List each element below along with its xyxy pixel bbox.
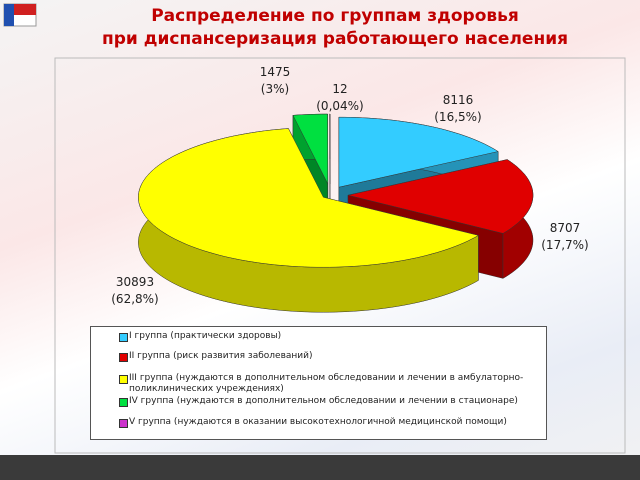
title-line: Распределение по группам здоровья	[151, 6, 519, 26]
data-label-share: (17,7%)	[541, 238, 588, 252]
legend-swatch	[119, 419, 128, 428]
legend-item: III группа (нуждаются в дополнительном о…	[119, 373, 539, 395]
data-label: 1475	[260, 65, 291, 79]
legend-swatch	[119, 375, 128, 384]
legend-label: I группа (практически здоровы)	[129, 331, 282, 341]
slice	[138, 128, 480, 268]
pie	[138, 113, 534, 313]
data-label: 8116	[443, 93, 474, 107]
data-label: 30893	[116, 275, 154, 289]
title-line: при диспансеризация работающего населени…	[102, 29, 568, 49]
frame	[54, 57, 626, 454]
data-label-share: (0,04%)	[316, 99, 363, 113]
legend-item: I группа (практически здоровы)	[119, 331, 539, 342]
legend-label: III группа (нуждаются в дополнительном о…	[129, 373, 524, 394]
legend-label: II группа (риск развития заболеваний)	[129, 351, 313, 361]
slice	[338, 116, 499, 188]
legend: I группа (практически здоровы) II группа …	[90, 326, 547, 440]
legend-swatch	[119, 353, 128, 362]
data-label: 8707	[550, 221, 581, 235]
data-label-share: (16,5%)	[434, 110, 481, 124]
slice	[347, 159, 534, 234]
data-label-share: (3%)	[261, 82, 289, 96]
legend-item: IV группа (нуждаются в дополнительном об…	[119, 396, 539, 407]
legend-label: IV группа (нуждаются в дополнительном об…	[129, 396, 518, 406]
legend-item: V группа (нуждаются в оказании высокотех…	[119, 417, 539, 428]
legend-swatch	[119, 333, 128, 342]
footer-bar	[0, 455, 640, 480]
legend-item: II группа (риск развития заболеваний)	[119, 351, 539, 362]
legend-swatch	[119, 398, 128, 407]
legend-label: V группа (нуждаются в оказании высокотех…	[129, 417, 507, 427]
slice	[292, 113, 329, 185]
data-label-share: (62,8%)	[111, 292, 158, 306]
data-label: 12	[332, 82, 347, 96]
logo	[3, 3, 37, 27]
